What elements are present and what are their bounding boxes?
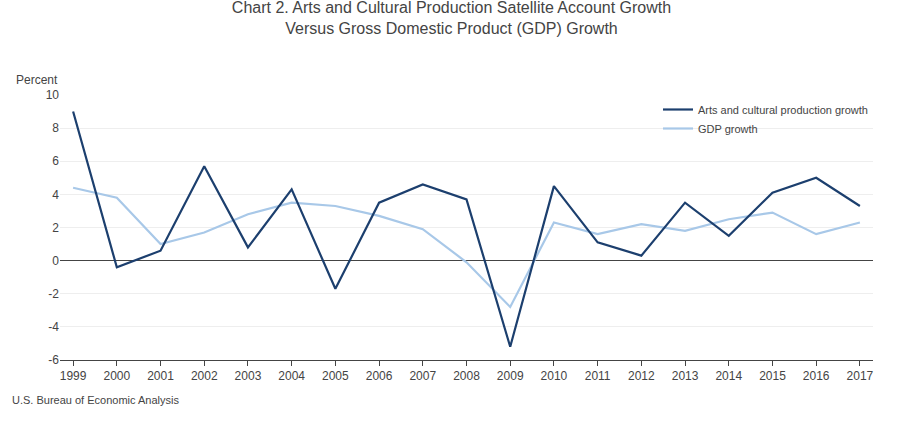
svg-text:-2: -2	[48, 287, 59, 301]
svg-text:2001: 2001	[147, 369, 174, 383]
svg-text:GDP growth: GDP growth	[698, 123, 758, 135]
svg-text:2010: 2010	[541, 369, 568, 383]
svg-text:U.S. Bureau of Economic Analys: U.S. Bureau of Economic Analysis	[12, 394, 179, 406]
svg-text:-4: -4	[48, 320, 59, 334]
svg-text:6: 6	[52, 154, 59, 168]
svg-text:2008: 2008	[453, 369, 480, 383]
svg-text:-6: -6	[48, 353, 59, 367]
svg-text:10: 10	[46, 88, 60, 102]
svg-text:2005: 2005	[322, 369, 349, 383]
svg-text:8: 8	[52, 121, 59, 135]
svg-text:2011: 2011	[585, 369, 611, 383]
svg-text:Percent: Percent	[16, 73, 58, 87]
svg-text:2012: 2012	[628, 369, 655, 383]
svg-text:4: 4	[52, 188, 59, 202]
svg-text:2002: 2002	[191, 369, 218, 383]
svg-text:2004: 2004	[278, 369, 305, 383]
svg-text:2006: 2006	[366, 369, 393, 383]
svg-text:2016: 2016	[803, 369, 830, 383]
svg-text:2017: 2017	[847, 369, 874, 383]
svg-text:2000: 2000	[103, 369, 130, 383]
svg-text:Chart 2. Arts and Cultural Pro: Chart 2. Arts and Cultural Production Sa…	[232, 0, 671, 37]
svg-text:2: 2	[52, 221, 59, 235]
svg-text:0: 0	[52, 254, 59, 268]
svg-text:2014: 2014	[715, 369, 742, 383]
svg-text:Arts and cultural production g: Arts and cultural production growth	[698, 104, 868, 116]
svg-text:2013: 2013	[672, 369, 699, 383]
svg-text:2007: 2007	[409, 369, 436, 383]
svg-text:2003: 2003	[235, 369, 262, 383]
svg-text:1999: 1999	[60, 369, 87, 383]
svg-text:2015: 2015	[759, 369, 786, 383]
svg-text:2009: 2009	[497, 369, 524, 383]
